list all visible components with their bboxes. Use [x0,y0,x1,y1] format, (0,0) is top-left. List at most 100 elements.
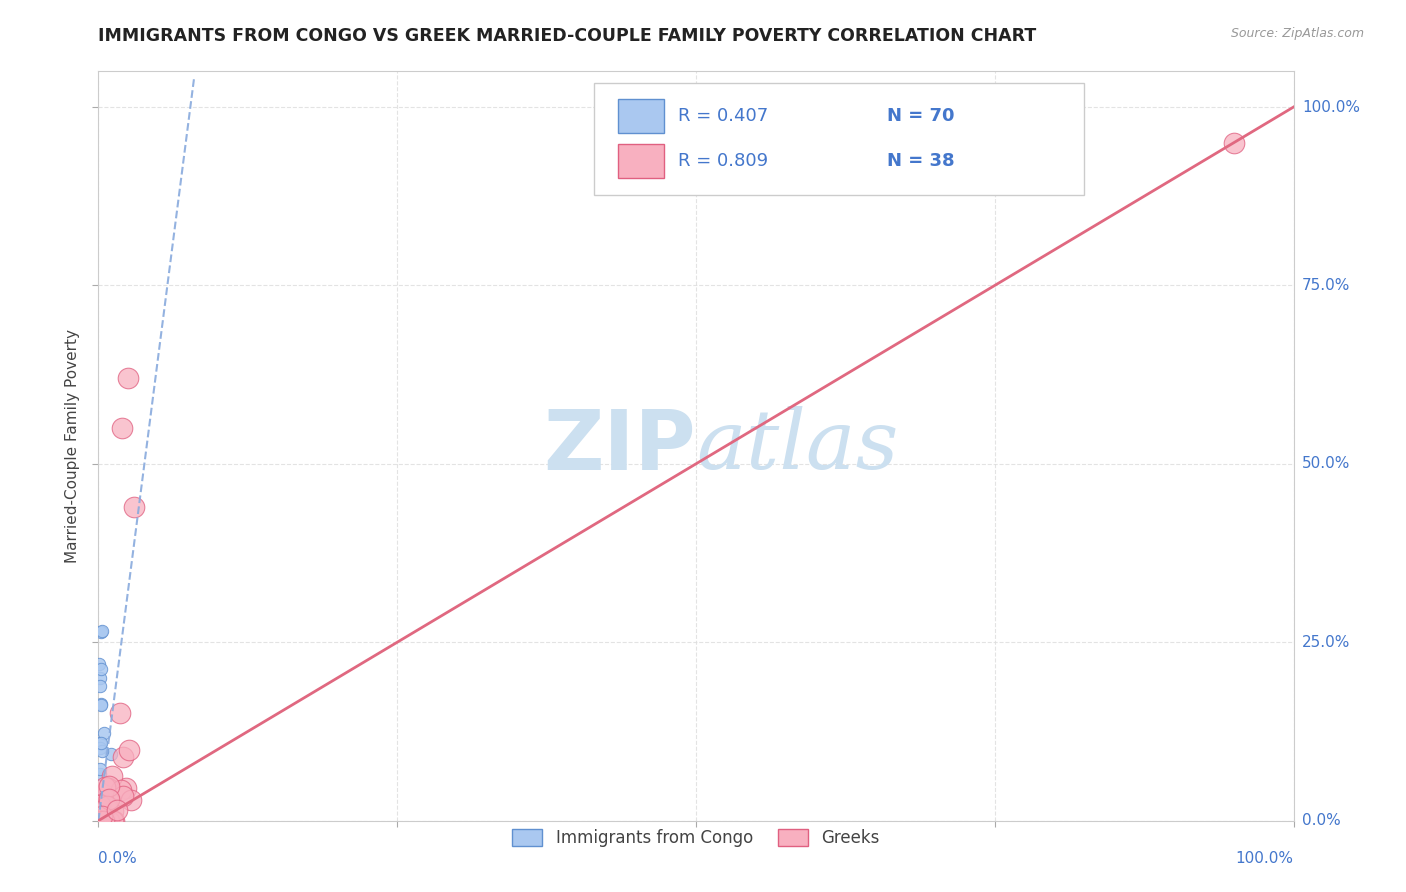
Point [89,792,111,806]
Point [89,814,111,828]
Point [93,814,115,828]
Point [87,814,110,828]
Point [89,814,111,828]
Point [103,814,125,828]
Text: IMMIGRANTS FROM CONGO VS GREEK MARRIED-COUPLE FAMILY POVERTY CORRELATION CHART: IMMIGRANTS FROM CONGO VS GREEK MARRIED-C… [98,27,1036,45]
Point [87,792,110,806]
Point [101,804,124,818]
Point [89,802,111,816]
Point [89,801,111,815]
Point [89,814,111,828]
Point [98,780,121,794]
Point [87,814,110,828]
Point [89,814,111,828]
Point [87,792,110,806]
Point [87,814,110,828]
Point [89,736,111,750]
FancyBboxPatch shape [619,145,664,178]
Point [90,814,112,828]
Point [89,814,111,828]
Point [90,662,112,676]
Point [90,698,112,713]
Point [89,671,111,685]
Point [118,742,141,756]
Text: 0.0%: 0.0% [98,851,138,866]
Point [89,814,111,828]
Point [87,790,110,805]
Point [89,814,111,828]
Point [87,814,110,828]
Point [93,799,115,814]
Point [90,624,112,638]
Point [1223,136,1246,150]
Point [91,793,114,807]
Point [120,793,142,807]
Text: ZIP: ZIP [544,406,696,486]
Point [90,814,112,828]
Point [89,798,111,813]
Point [87,657,110,672]
Text: 25.0%: 25.0% [1302,635,1350,649]
Point [96,814,118,828]
Point [89,814,111,828]
Text: R = 0.407: R = 0.407 [678,107,768,125]
Point [97,814,120,828]
Point [90,814,112,828]
Legend: Immigrants from Congo, Greeks: Immigrants from Congo, Greeks [506,822,886,854]
Point [91,744,114,758]
Point [91,792,114,806]
Point [90,625,112,640]
Point [110,783,132,797]
Point [94,792,117,806]
Point [89,813,111,827]
Point [89,792,111,806]
Point [87,814,110,828]
Point [89,814,111,828]
Point [90,812,112,826]
Point [90,792,112,806]
Point [89,814,111,828]
Point [93,780,115,794]
Point [115,781,138,796]
Point [89,814,111,828]
Text: atlas: atlas [696,406,898,486]
Point [96,799,118,814]
Point [90,814,112,828]
Point [89,792,111,806]
Point [89,814,111,828]
Text: 50.0%: 50.0% [1302,457,1350,471]
Point [90,736,112,750]
Text: 100.0%: 100.0% [1302,100,1360,114]
Text: 75.0%: 75.0% [1302,278,1350,293]
Point [97,780,120,795]
Point [89,792,111,806]
Point [90,814,112,828]
Point [97,793,120,807]
Point [90,814,112,828]
Point [90,814,112,828]
Text: R = 0.809: R = 0.809 [678,153,768,170]
Point [97,792,120,806]
Point [110,706,132,721]
Point [124,500,146,514]
Point [94,814,117,828]
Point [87,799,110,814]
Point [90,809,112,823]
Point [90,792,112,806]
Y-axis label: Married-Couple Family Poverty: Married-Couple Family Poverty [65,329,80,563]
Point [87,792,110,806]
Point [94,792,117,806]
Point [89,814,111,828]
Point [100,747,122,761]
Text: 100.0%: 100.0% [1236,851,1294,866]
Point [117,371,139,385]
Point [89,767,111,781]
Point [90,697,112,711]
Point [87,814,110,828]
Point [111,421,134,435]
Point [90,814,112,828]
Point [112,750,135,764]
Point [93,814,115,828]
Point [90,814,112,828]
Point [101,814,124,828]
